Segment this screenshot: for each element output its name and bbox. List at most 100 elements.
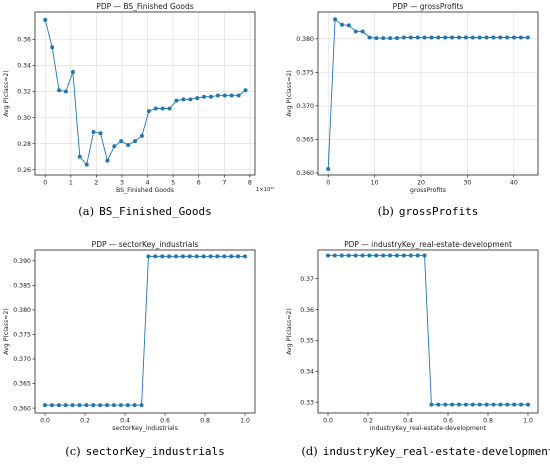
data-point <box>326 253 330 258</box>
data-point <box>194 254 199 259</box>
x-tick-label: 0.8 <box>200 418 210 425</box>
data-point <box>132 403 137 408</box>
data-point <box>236 254 241 259</box>
x-axis-label: grossProfits <box>410 187 446 194</box>
caption-variable: sectorKey_industrials <box>86 445 225 458</box>
y-tick-label: 0.365 <box>296 137 314 144</box>
data-point <box>57 88 62 93</box>
y-tick-label: 0.370 <box>13 356 31 363</box>
data-point <box>415 253 420 258</box>
chart-title: PDP — grossProfits <box>393 2 464 11</box>
data-point <box>401 253 406 258</box>
data-point <box>180 254 185 259</box>
data-point <box>77 403 82 408</box>
data-point <box>519 402 524 407</box>
data-point <box>243 254 247 259</box>
x-tick-label: 30 <box>464 180 472 187</box>
y-tick-label: 0.37 <box>300 276 314 283</box>
data-point <box>388 253 393 258</box>
panel-4: 0.0 0.2 0.4 0.6 0.8 1.0 0.33 0.34 0.35 0.36 0.37 PD… <box>286 240 550 458</box>
data-point <box>70 69 75 74</box>
data-point <box>105 158 110 163</box>
data-point <box>215 93 220 98</box>
data-point <box>332 253 337 258</box>
chart-title: PDP — industryKey_real-estate-developmen… <box>344 240 512 249</box>
data-point <box>229 93 234 98</box>
x-tick-label: 8 <box>248 180 252 187</box>
data-point <box>367 35 372 40</box>
caption-variable: industryKey_real-estate-development <box>323 445 550 458</box>
data-point <box>43 17 48 22</box>
data-point <box>422 35 427 40</box>
panel-caption: (c) sectorKey_industrials <box>65 444 225 458</box>
series-line <box>327 18 528 169</box>
y-tick-label: 0.28 <box>17 141 31 148</box>
axis-multiplier: 1×10¹⁰ <box>256 187 274 193</box>
data-point <box>470 35 475 40</box>
y-tick-label: 0.36 <box>300 307 314 314</box>
data-point <box>43 403 47 408</box>
data-point <box>63 89 68 94</box>
caption-variable: BS_Finished_Goods <box>99 205 212 218</box>
data-point <box>167 106 172 111</box>
data-point <box>477 402 482 407</box>
y-tick-label: 0.30 <box>17 115 31 122</box>
data-point <box>463 402 468 407</box>
data-point <box>125 403 130 408</box>
data-point <box>215 254 220 259</box>
plot-frame <box>34 11 256 176</box>
data-point <box>56 403 61 408</box>
y-tick-label: 0.26 <box>17 167 31 174</box>
data-point <box>153 254 158 259</box>
data-point <box>105 403 110 408</box>
data-point <box>505 402 510 407</box>
data-point <box>174 254 179 259</box>
x-axis-label: industryKey_real-estate-development <box>370 425 487 432</box>
data-point <box>457 402 462 407</box>
x-tick-label: 3 <box>120 180 124 187</box>
x-tick-label: 0.0 <box>323 418 333 425</box>
data-point <box>91 129 96 134</box>
data-point <box>146 109 151 114</box>
data-point <box>436 35 441 40</box>
x-axis-label: BS_Finished Goods <box>116 187 174 194</box>
data-point <box>195 96 200 101</box>
data-point <box>236 93 241 98</box>
y-tick-label: 0.35 <box>300 338 314 345</box>
x-tick-label: 20 <box>417 180 425 187</box>
data-point <box>98 403 103 408</box>
data-point <box>491 35 496 40</box>
data-point <box>381 253 386 258</box>
data-point <box>394 253 399 258</box>
data-point <box>326 166 331 171</box>
data-point <box>139 403 144 408</box>
data-point <box>119 139 124 144</box>
x-tick-label: 0.2 <box>80 418 90 425</box>
data-point <box>456 35 461 40</box>
data-point <box>49 403 54 408</box>
data-point <box>146 254 151 259</box>
data-point <box>436 402 441 407</box>
x-tick-label: 0.6 <box>160 418 170 425</box>
data-point <box>77 154 82 159</box>
data-point <box>443 35 448 40</box>
series-line <box>44 19 246 166</box>
y-tick-label: 0.365 <box>13 381 31 388</box>
panel-caption: (a) BS_Finished_Goods <box>78 204 211 218</box>
caption-letter: (b) <box>378 204 394 218</box>
plot-frame <box>317 249 539 414</box>
data-point <box>229 254 234 259</box>
panel-caption: (d) industryKey_real-estate-development <box>301 444 550 458</box>
y-tick-label: 0.390 <box>13 258 31 265</box>
data-point <box>374 36 379 41</box>
y-tick-label: 0.380 <box>296 36 314 43</box>
data-point <box>188 97 193 102</box>
data-point <box>484 402 489 407</box>
panel-caption: (b) grossProfits <box>378 204 479 218</box>
data-point <box>84 403 89 408</box>
y-tick-label: 0.34 <box>300 369 314 376</box>
chart-title: PDP — BS_Finished Goods <box>96 2 193 11</box>
data-point <box>381 36 386 41</box>
data-point <box>408 35 413 40</box>
